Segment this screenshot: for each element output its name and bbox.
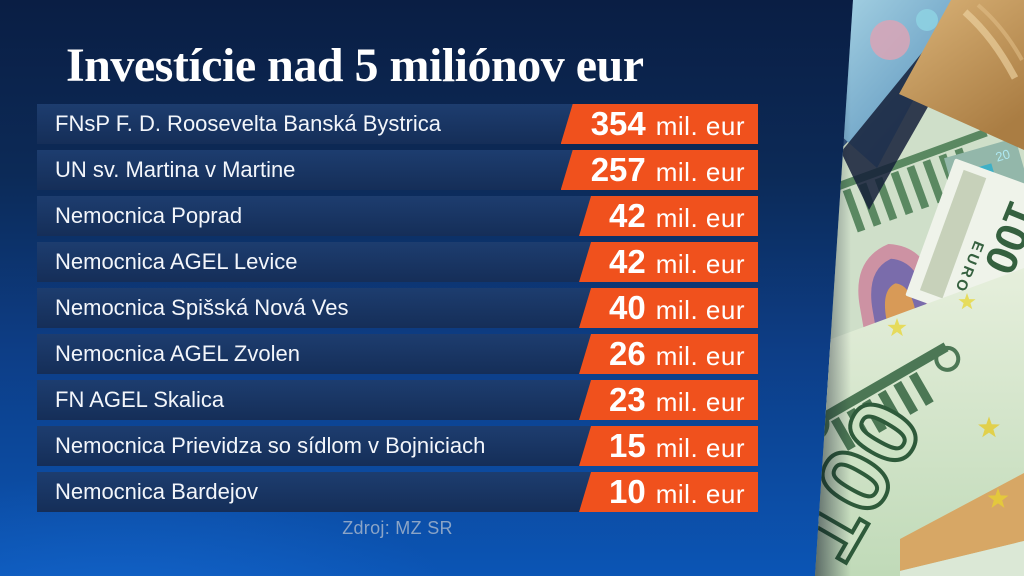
value-badge: 257 mil. eur: [560, 150, 758, 190]
bottom-pale-strip: [900, 541, 1024, 576]
value-unit: mil. eur: [655, 203, 745, 233]
value-badge: 42 mil. eur: [579, 242, 758, 282]
value-number: 42: [609, 243, 646, 280]
value-number: 10: [609, 473, 646, 510]
hospital-investments-list: FNsP F. D. Roosevelta Banská Bystrica 35…: [37, 104, 758, 512]
value-unit: mil. eur: [655, 111, 745, 141]
hospital-name: Nemocnica AGEL Zvolen: [55, 341, 300, 366]
value-number: 354: [590, 105, 646, 142]
value-badge: 354 mil. eur: [560, 104, 758, 144]
table-row: UN sv. Martina v Martine 257 mil. eur: [37, 150, 758, 190]
table-row: Nemocnica AGEL Zvolen 26 mil. eur: [37, 334, 758, 374]
hospital-name: Nemocnica Poprad: [55, 203, 243, 228]
table-row: Nemocnica Poprad 42 mil. eur: [37, 196, 758, 236]
value-unit: mil. eur: [655, 157, 745, 187]
photo-edge-shading: [815, 0, 851, 576]
source-credit: Zdroj: MZ SR: [342, 518, 453, 538]
euro-banknotes-photo: 20 100 EURO: [815, 0, 1024, 576]
hospital-name: Nemocnica Spišská Nová Ves: [55, 295, 349, 320]
page-title: Investície nad 5 miliónov eur: [66, 39, 644, 92]
value-unit: mil. eur: [655, 433, 745, 463]
hospital-name: FN AGEL Skalica: [55, 387, 225, 412]
value-badge: 10 mil. eur: [579, 472, 758, 512]
value-number: 23: [609, 381, 646, 418]
value-unit: mil. eur: [655, 295, 745, 325]
table-row: FN AGEL Skalica 23 mil. eur: [37, 380, 758, 420]
table-row: Nemocnica Prievidza so sídlom v Bojnicia…: [37, 426, 758, 466]
value-number: 15: [609, 427, 646, 464]
value-badge: 40 mil. eur: [579, 288, 758, 328]
value-badge: 23 mil. eur: [579, 380, 758, 420]
hospital-name: FNsP F. D. Roosevelta Banská Bystrica: [55, 111, 441, 136]
value-badge: 26 mil. eur: [579, 334, 758, 374]
value-unit: mil. eur: [655, 479, 745, 509]
table-row: Nemocnica AGEL Levice 42 mil. eur: [37, 242, 758, 282]
hospital-name: Nemocnica Bardejov: [55, 479, 258, 504]
value-number: 40: [609, 289, 646, 326]
value-unit: mil. eur: [655, 341, 745, 371]
value-badge: 42 mil. eur: [579, 196, 758, 236]
table-row: FNsP F. D. Roosevelta Banská Bystrica 35…: [37, 104, 758, 144]
hospital-name: Nemocnica Prievidza so sídlom v Bojnicia…: [55, 433, 486, 458]
hospital-name: Nemocnica AGEL Levice: [55, 249, 298, 274]
value-number: 26: [609, 335, 646, 372]
value-number: 257: [590, 151, 646, 188]
value-unit: mil. eur: [655, 387, 745, 417]
table-row: Nemocnica Spišská Nová Ves 40 mil. eur: [37, 288, 758, 328]
note-denomination-20: 20: [994, 146, 1012, 164]
value-badge: 15 mil. eur: [579, 426, 758, 466]
table-row: Nemocnica Bardejov 10 mil. eur: [37, 472, 758, 512]
pale-note: [815, 268, 1024, 576]
value-unit: mil. eur: [655, 249, 745, 279]
value-number: 42: [609, 197, 646, 234]
hospital-name: UN sv. Martina v Martine: [55, 157, 296, 182]
